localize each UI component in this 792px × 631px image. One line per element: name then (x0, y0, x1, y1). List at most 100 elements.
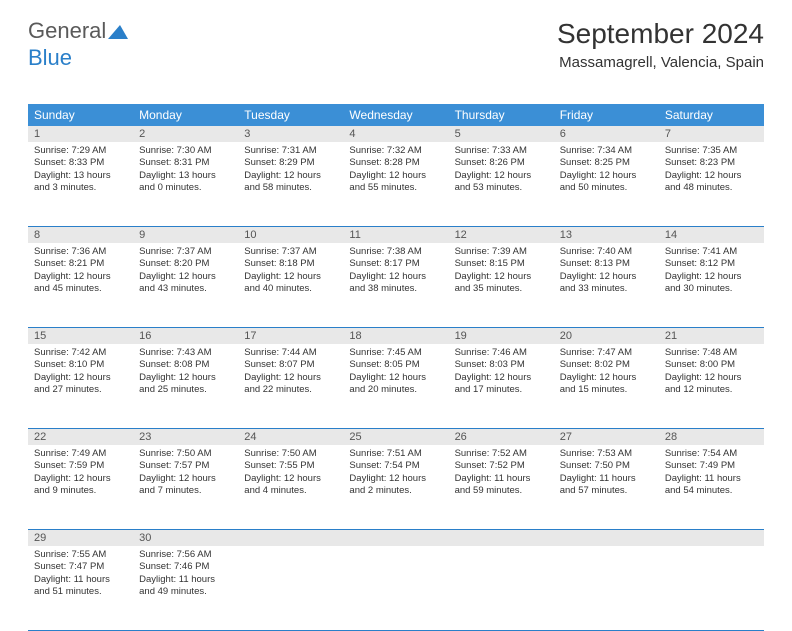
day-cell: Sunrise: 7:44 AMSunset: 8:07 PMDaylight:… (238, 344, 343, 428)
day-cell (449, 546, 554, 630)
day-cell: Sunrise: 7:56 AMSunset: 7:46 PMDaylight:… (133, 546, 238, 630)
week-4: Sunrise: 7:55 AMSunset: 7:47 PMDaylight:… (28, 546, 764, 631)
day-num: 23 (133, 429, 238, 445)
daylight-line2: and 51 minutes. (34, 586, 127, 598)
sunrise: Sunrise: 7:50 AM (244, 448, 337, 460)
week-0-num-row: 1234567 (28, 126, 764, 142)
day-num: 2 (133, 126, 238, 142)
day-header-tuesday: Tuesday (238, 104, 343, 126)
day-num: 17 (238, 328, 343, 344)
day-num: 18 (343, 328, 448, 344)
day-num: 26 (449, 429, 554, 445)
day-cell: Sunrise: 7:54 AMSunset: 7:49 PMDaylight:… (659, 445, 764, 529)
sunset: Sunset: 7:52 PM (455, 460, 548, 472)
day-cell: Sunrise: 7:38 AMSunset: 8:17 PMDaylight:… (343, 243, 448, 327)
sunset: Sunset: 8:25 PM (560, 157, 653, 169)
sunset: Sunset: 8:02 PM (560, 359, 653, 371)
header: September 2024 Massamagrell, Valencia, S… (557, 18, 764, 71)
day-cell (238, 546, 343, 630)
sunset: Sunset: 8:08 PM (139, 359, 232, 371)
day-num: 1 (28, 126, 133, 142)
daylight-line2: and 17 minutes. (455, 384, 548, 396)
day-num: 24 (238, 429, 343, 445)
daylight-line2: and 3 minutes. (34, 182, 127, 194)
day-num: 19 (449, 328, 554, 344)
day-cell: Sunrise: 7:52 AMSunset: 7:52 PMDaylight:… (449, 445, 554, 529)
week-2: Sunrise: 7:42 AMSunset: 8:10 PMDaylight:… (28, 344, 764, 429)
day-header-friday: Friday (554, 104, 659, 126)
day-cell: Sunrise: 7:29 AMSunset: 8:33 PMDaylight:… (28, 142, 133, 226)
sunset: Sunset: 8:13 PM (560, 258, 653, 270)
week-4-num-row: 2930 (28, 530, 764, 546)
daylight-line2: and 9 minutes. (34, 485, 127, 497)
daylight-line1: Daylight: 12 hours (560, 372, 653, 384)
sunset: Sunset: 7:59 PM (34, 460, 127, 472)
sunrise: Sunrise: 7:51 AM (349, 448, 442, 460)
day-num (343, 530, 448, 546)
sunrise: Sunrise: 7:34 AM (560, 145, 653, 157)
daylight-line2: and 12 minutes. (665, 384, 758, 396)
daylight-line2: and 22 minutes. (244, 384, 337, 396)
daylight-line2: and 59 minutes. (455, 485, 548, 497)
daylight-line2: and 45 minutes. (34, 283, 127, 295)
daylight-line2: and 15 minutes. (560, 384, 653, 396)
day-num: 25 (343, 429, 448, 445)
day-cell: Sunrise: 7:46 AMSunset: 8:03 PMDaylight:… (449, 344, 554, 428)
daylight-line1: Daylight: 11 hours (34, 574, 127, 586)
day-num: 27 (554, 429, 659, 445)
daylight-line2: and 53 minutes. (455, 182, 548, 194)
day-num: 6 (554, 126, 659, 142)
sunrise: Sunrise: 7:55 AM (34, 549, 127, 561)
day-num (659, 530, 764, 546)
day-cell (343, 546, 448, 630)
daylight-line1: Daylight: 12 hours (244, 170, 337, 182)
day-cell: Sunrise: 7:34 AMSunset: 8:25 PMDaylight:… (554, 142, 659, 226)
sunrise: Sunrise: 7:45 AM (349, 347, 442, 359)
week-3-num-row: 22232425262728 (28, 429, 764, 445)
calendar: SundayMondayTuesdayWednesdayThursdayFrid… (28, 104, 764, 631)
day-num: 3 (238, 126, 343, 142)
day-num: 30 (133, 530, 238, 546)
day-cell: Sunrise: 7:41 AMSunset: 8:12 PMDaylight:… (659, 243, 764, 327)
sunset: Sunset: 8:03 PM (455, 359, 548, 371)
day-header-row: SundayMondayTuesdayWednesdayThursdayFrid… (28, 104, 764, 126)
sunset: Sunset: 8:07 PM (244, 359, 337, 371)
day-num: 29 (28, 530, 133, 546)
sunrise: Sunrise: 7:42 AM (34, 347, 127, 359)
daylight-line1: Daylight: 11 hours (455, 473, 548, 485)
sunset: Sunset: 8:31 PM (139, 157, 232, 169)
sunrise: Sunrise: 7:50 AM (139, 448, 232, 460)
month-title: September 2024 (557, 18, 764, 50)
day-num (238, 530, 343, 546)
daylight-line1: Daylight: 12 hours (139, 473, 232, 485)
sunrise: Sunrise: 7:30 AM (139, 145, 232, 157)
daylight-line1: Daylight: 12 hours (665, 372, 758, 384)
daylight-line1: Daylight: 12 hours (244, 473, 337, 485)
logo-text-2: Blue (28, 45, 72, 70)
sunrise: Sunrise: 7:37 AM (139, 246, 232, 258)
daylight-line1: Daylight: 13 hours (139, 170, 232, 182)
daylight-line1: Daylight: 13 hours (34, 170, 127, 182)
day-num: 12 (449, 227, 554, 243)
day-num: 14 (659, 227, 764, 243)
sunset: Sunset: 8:28 PM (349, 157, 442, 169)
daylight-line2: and 20 minutes. (349, 384, 442, 396)
sunset: Sunset: 8:00 PM (665, 359, 758, 371)
day-cell: Sunrise: 7:51 AMSunset: 7:54 PMDaylight:… (343, 445, 448, 529)
day-cell (659, 546, 764, 630)
day-num: 21 (659, 328, 764, 344)
sunset: Sunset: 7:47 PM (34, 561, 127, 573)
day-num: 5 (449, 126, 554, 142)
day-cell: Sunrise: 7:37 AMSunset: 8:20 PMDaylight:… (133, 243, 238, 327)
sunset: Sunset: 8:29 PM (244, 157, 337, 169)
day-cell: Sunrise: 7:30 AMSunset: 8:31 PMDaylight:… (133, 142, 238, 226)
sunset: Sunset: 8:15 PM (455, 258, 548, 270)
daylight-line2: and 38 minutes. (349, 283, 442, 295)
daylight-line1: Daylight: 12 hours (349, 372, 442, 384)
daylight-line1: Daylight: 11 hours (560, 473, 653, 485)
daylight-line2: and 58 minutes. (244, 182, 337, 194)
sunset: Sunset: 7:55 PM (244, 460, 337, 472)
sunrise: Sunrise: 7:48 AM (665, 347, 758, 359)
sunset: Sunset: 8:20 PM (139, 258, 232, 270)
daylight-line2: and 30 minutes. (665, 283, 758, 295)
